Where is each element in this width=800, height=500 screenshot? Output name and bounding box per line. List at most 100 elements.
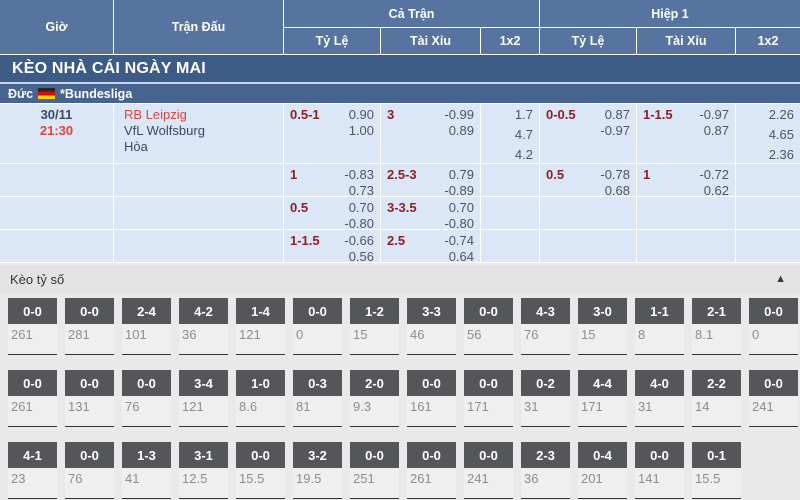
score-row: 4-1 23 0-0 76 1-3 41 3-1 12.5 0-0 15.5 3-2 19.5 0-0 2… — [8, 442, 800, 499]
score-cell[interactable]: 0-0 15.5 — [236, 442, 285, 499]
score-cell[interactable]: 2-0 9.3 — [350, 370, 399, 427]
score-cell[interactable]: 0-4 201 — [578, 442, 627, 499]
odds-values: 0.70 -0.80 — [344, 200, 374, 229]
score-cell[interactable]: 1-3 41 — [122, 442, 171, 499]
score-cell[interactable]: 0-0 261 — [407, 442, 456, 499]
h1-over-under-cell[interactable]: 1 -0.72 0.62 — [637, 164, 735, 196]
score-cell[interactable]: 0-0 0 — [293, 298, 342, 355]
chevron-up-icon[interactable]: ▲ — [775, 273, 786, 285]
ft-handicap-cell[interactable]: 1 -0.83 0.73 — [284, 164, 380, 196]
score-cell[interactable]: 2-4 101 — [122, 298, 171, 355]
score-cell[interactable]: 0-0 76 — [122, 370, 171, 427]
score-badge: 0-0 — [635, 442, 684, 468]
h1-over-under-cell[interactable]: 1-1.5 -0.97 0.87 — [637, 104, 735, 163]
score-badge: 0-0 — [236, 442, 285, 468]
score-cell[interactable]: 0-0 261 — [8, 370, 57, 427]
match-teams-cell — [114, 197, 283, 229]
ft-handicap-cell[interactable]: 1-1.5 -0.66 0.56 — [284, 230, 380, 262]
score-badge: 4-4 — [578, 370, 627, 396]
score-badge: 4-3 — [521, 298, 570, 324]
score-cell[interactable]: 2-2 14 — [692, 370, 741, 427]
ft-1x2-cell[interactable]: 1.7 4.7 4.2 — [481, 104, 539, 163]
odds-values: 0.70 -0.80 — [444, 200, 474, 229]
score-cell[interactable]: 0-0 0 — [749, 298, 798, 355]
ft-over-under-cell[interactable]: 3-3.5 0.70 -0.80 — [381, 197, 480, 229]
score-cell[interactable]: 0-0 161 — [407, 370, 456, 427]
odds-body: 30/11 21:30 RB Leipzig VfL Wolfsburg Hòa 0.5-… — [0, 103, 800, 263]
score-badge: 3-1 — [179, 442, 228, 468]
score-cell[interactable]: 4-0 31 — [635, 370, 684, 427]
odds-values: -0.72 0.62 — [699, 167, 729, 196]
score-badge: 3-2 — [293, 442, 342, 468]
score-cell[interactable]: 4-1 23 — [8, 442, 57, 499]
ft-handicap-cell[interactable]: 0.5-1 0.90 1.00 — [284, 104, 380, 163]
odds-value: 0.64 — [448, 249, 474, 262]
match-time-cell: 30/11 21:30 — [0, 104, 113, 163]
score-cell[interactable]: 4-2 36 — [179, 298, 228, 355]
match-teams-cell[interactable]: RB Leipzig VfL Wolfsburg Hòa — [114, 104, 283, 163]
score-badge: 2-2 — [692, 370, 741, 396]
score-badge: 0-3 — [293, 370, 342, 396]
score-cell[interactable]: 0-3 81 — [293, 370, 342, 427]
score-cell[interactable]: 1-2 15 — [350, 298, 399, 355]
score-cell[interactable]: 3-2 19.5 — [293, 442, 342, 499]
score-cell[interactable]: 0-0 241 — [464, 442, 513, 499]
score-badge: 1-1 — [635, 298, 684, 324]
score-cell[interactable]: 0-0 241 — [749, 370, 798, 427]
score-cell[interactable]: 0-0 76 — [65, 442, 114, 499]
score-cell[interactable]: 2-3 36 — [521, 442, 570, 499]
ft-over-under-cell[interactable]: 3 -0.99 0.89 — [381, 104, 480, 163]
ft-handicap-cell[interactable]: 0.5 0.70 -0.80 — [284, 197, 380, 229]
score-cell[interactable]: 3-1 12.5 — [179, 442, 228, 499]
score-cell[interactable]: 3-0 15 — [578, 298, 627, 355]
score-odds-value: 36 — [521, 468, 570, 499]
score-cell[interactable]: 0-0 131 — [65, 370, 114, 427]
score-badge: 0-0 — [65, 442, 114, 468]
score-badge: 0-0 — [65, 298, 114, 324]
score-odds-value: 15.5 — [236, 468, 285, 499]
score-badge: 1-0 — [236, 370, 285, 396]
score-odds-value: 15 — [350, 324, 399, 355]
score-cell[interactable]: 0-0 281 — [65, 298, 114, 355]
score-badge: 1-4 — [236, 298, 285, 324]
score-cell[interactable]: 0-1 15.5 — [692, 442, 741, 499]
header-ft-handicap: Tỷ Lệ — [284, 28, 380, 54]
score-cell[interactable]: 1-4 121 — [236, 298, 285, 355]
odds-value: -0.66 — [344, 233, 374, 248]
score-cell[interactable]: 2-1 8.1 — [692, 298, 741, 355]
odds-value: 0.68 — [604, 183, 630, 196]
score-cell[interactable]: 0-0 141 — [635, 442, 684, 499]
score-badge: 0-0 — [350, 442, 399, 468]
score-badge: 4-2 — [179, 298, 228, 324]
league-bar[interactable]: Đức *Bundesliga — [0, 82, 800, 103]
score-cell[interactable]: 0-0 56 — [464, 298, 513, 355]
league-name: *Bundesliga — [60, 86, 133, 101]
score-cell[interactable]: 4-4 171 — [578, 370, 627, 427]
score-cell[interactable]: 4-3 76 — [521, 298, 570, 355]
score-cell[interactable]: 1-0 8.6 — [236, 370, 285, 427]
header-full-match-group: Cả Trận Tỷ Lệ Tài Xỉu 1x2 — [284, 0, 539, 54]
score-row: 0-0 261 0-0 281 2-4 101 4-2 36 1-4 121 0-0 0 1-2 15 3-… — [8, 298, 800, 355]
score-cell[interactable]: 0-0 261 — [8, 298, 57, 355]
score-cell[interactable]: 3-3 46 — [407, 298, 456, 355]
score-cell[interactable]: 0-0 251 — [350, 442, 399, 499]
h1-1x2-cell[interactable]: 2.26 4.65 2.36 — [736, 104, 800, 163]
header-first-half: Hiệp 1 — [540, 0, 800, 27]
header-match-column: Trận Đấu — [114, 0, 283, 54]
odds-value: 0.70 — [348, 200, 374, 215]
score-odds-value: 41 — [122, 468, 171, 499]
score-cell[interactable]: 0-2 31 — [521, 370, 570, 427]
ft-over-under-cell[interactable]: 2.5 -0.74 0.64 — [381, 230, 480, 262]
odds-value: 0.79 — [448, 167, 474, 182]
h1-over-under-cell — [637, 197, 735, 229]
odds-row: 1-1.5 -0.66 0.56 2.5 -0.74 0.64 — [0, 230, 800, 262]
score-cell[interactable]: 1-1 8 — [635, 298, 684, 355]
score-cell[interactable]: 3-4 121 — [179, 370, 228, 427]
score-section-header[interactable]: Kèo tỷ số ▲ — [0, 265, 800, 293]
ft-over-under-cell[interactable]: 2.5-3 0.79 -0.89 — [381, 164, 480, 196]
h1-1x2-cell — [736, 230, 800, 262]
score-cell[interactable]: 0-0 171 — [464, 370, 513, 427]
handicap-line: 3 — [387, 107, 395, 122]
h1-handicap-cell[interactable]: 0.5 -0.78 0.68 — [540, 164, 636, 196]
h1-handicap-cell[interactable]: 0-0.5 0.87 -0.97 — [540, 104, 636, 163]
